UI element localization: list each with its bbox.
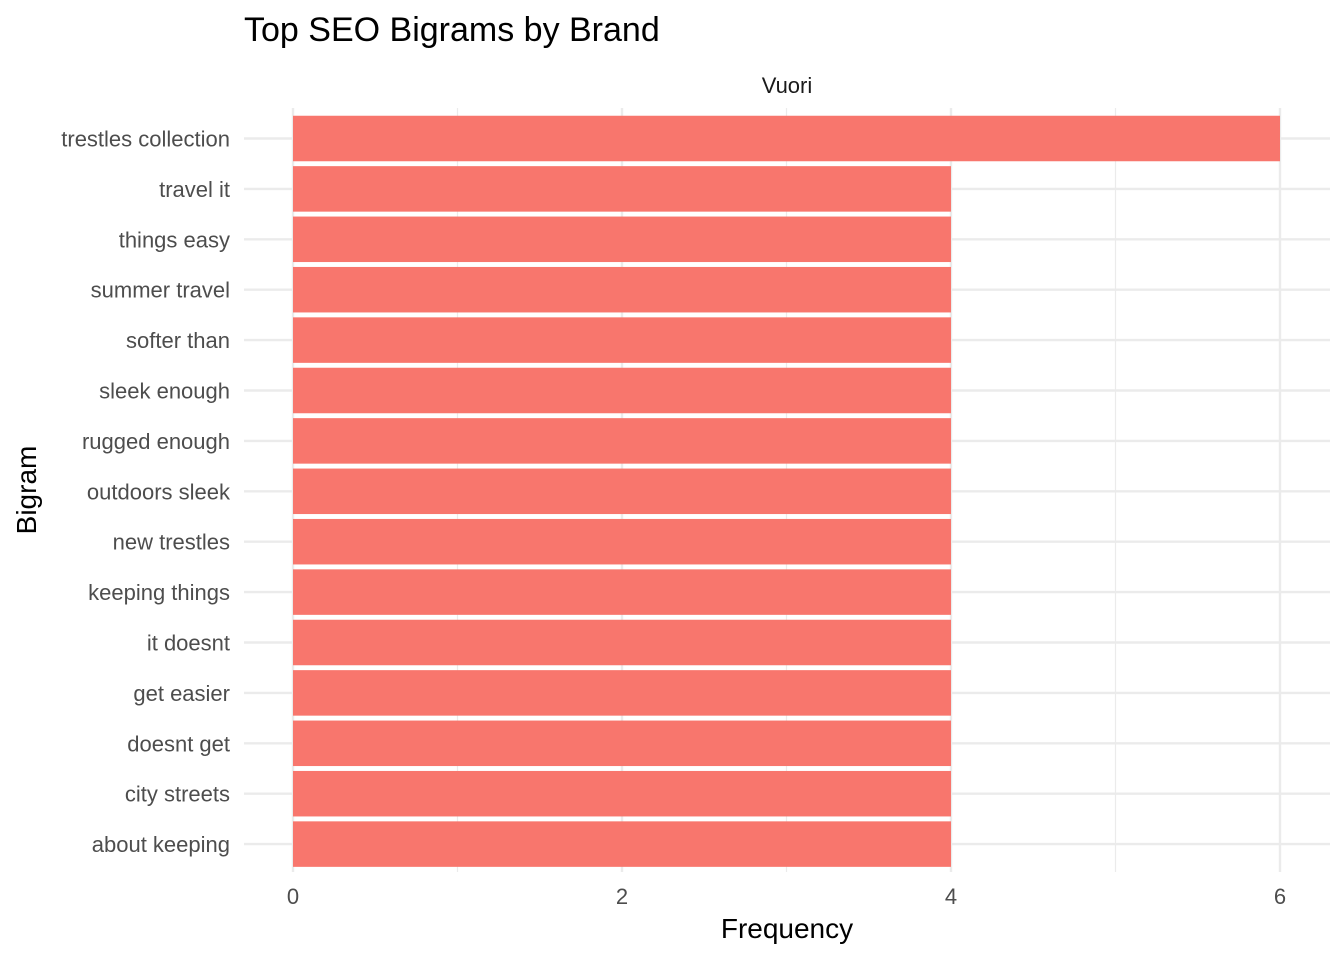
bar-rugged-enough [293, 418, 951, 464]
facet-strip-label: Vuori [762, 73, 813, 98]
bar-new-trestles [293, 518, 951, 565]
x-tick-label: 6 [1274, 884, 1286, 909]
y-tick-label: rugged enough [82, 429, 230, 454]
bar-doesnt-get [293, 720, 951, 767]
y-tick-label: keeping things [88, 580, 230, 605]
y-tick-label: doesnt get [127, 731, 230, 756]
bar-things-easy [293, 216, 951, 263]
bar-about-keeping [293, 821, 951, 867]
y-tick-label: summer travel [91, 278, 230, 303]
bar-sleek-enough [293, 367, 951, 414]
y-tick-label: outdoors sleek [87, 479, 231, 504]
y-tick-label: about keeping [92, 832, 230, 857]
y-tick-label: city streets [125, 782, 230, 807]
y-axis-tick-labels: trestles collection travel it things easy s… [61, 127, 231, 858]
y-tick-label: new trestles [113, 530, 230, 555]
y-tick-label: sleek enough [99, 379, 230, 404]
x-tick-label: 2 [616, 884, 628, 909]
x-axis-tick-labels: 0 2 4 6 [287, 884, 1286, 909]
bars [293, 115, 1280, 867]
bar-city-streets [293, 770, 951, 817]
y-tick-label: things easy [119, 227, 230, 252]
bar-softer-than [293, 317, 951, 363]
y-tick-label: get easier [133, 681, 230, 706]
bar-keeping-things [293, 569, 951, 615]
bar-trestles-collection [293, 115, 1280, 162]
y-axis-title: Bigram [11, 446, 42, 535]
x-axis-title: Frequency [721, 913, 853, 944]
bar-outdoors-sleek [293, 468, 951, 515]
y-tick-label: travel it [159, 177, 230, 202]
y-tick-label: trestles collection [61, 127, 230, 152]
bar-it-doesnt [293, 619, 951, 666]
bar-get-easier [293, 670, 951, 716]
y-tick-label: it doesnt [147, 631, 230, 656]
bar-summer-travel [293, 266, 951, 313]
y-tick-label: softer than [126, 328, 230, 353]
chart-title: Top SEO Bigrams by Brand [244, 11, 660, 49]
bar-travel-it [293, 166, 951, 212]
x-tick-label: 0 [287, 884, 299, 909]
x-tick-label: 4 [945, 884, 957, 909]
